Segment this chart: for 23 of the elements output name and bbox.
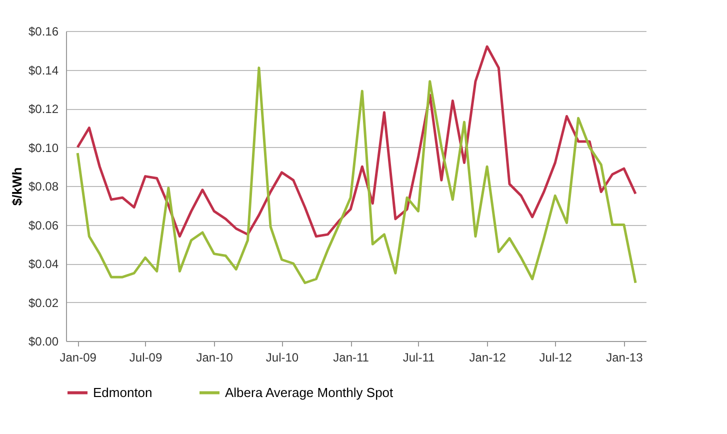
y-tick-label: $0.08 bbox=[28, 180, 59, 194]
x-tick-label: Jan-10 bbox=[196, 350, 234, 364]
line-series bbox=[76, 45, 637, 238]
y-tick-label: $0.00 bbox=[28, 334, 59, 348]
y-tick-label: $0.14 bbox=[28, 63, 59, 78]
x-tick-label: Jan-13 bbox=[606, 350, 644, 364]
x-tick-label: Jan-12 bbox=[469, 350, 506, 364]
x-tick-label: Jul-12 bbox=[539, 350, 572, 364]
y-tick-label: $0.10 bbox=[28, 140, 59, 155]
x-tick-label: Jul-10 bbox=[266, 350, 299, 364]
y-tick-label: $0.12 bbox=[28, 102, 59, 116]
y-tick-label: $0.02 bbox=[28, 296, 59, 310]
y-tick-label: $0.06 bbox=[28, 218, 59, 232]
x-tick-label: Jul-11 bbox=[402, 350, 435, 364]
y-tick-label: $0.04 bbox=[28, 257, 59, 271]
legend-label: Edmonton bbox=[93, 384, 152, 400]
y-axis-title: $/kWh bbox=[9, 167, 24, 206]
x-tick-label: Jan-09 bbox=[60, 350, 97, 364]
x-tick-label: Jul-09 bbox=[129, 350, 162, 364]
x-tick-label: Jan-11 bbox=[333, 350, 370, 364]
line-series bbox=[76, 66, 637, 284]
y-tick-label: $0.16 bbox=[28, 24, 59, 38]
legend-label: Albera Average Monthly Spot bbox=[225, 384, 394, 400]
